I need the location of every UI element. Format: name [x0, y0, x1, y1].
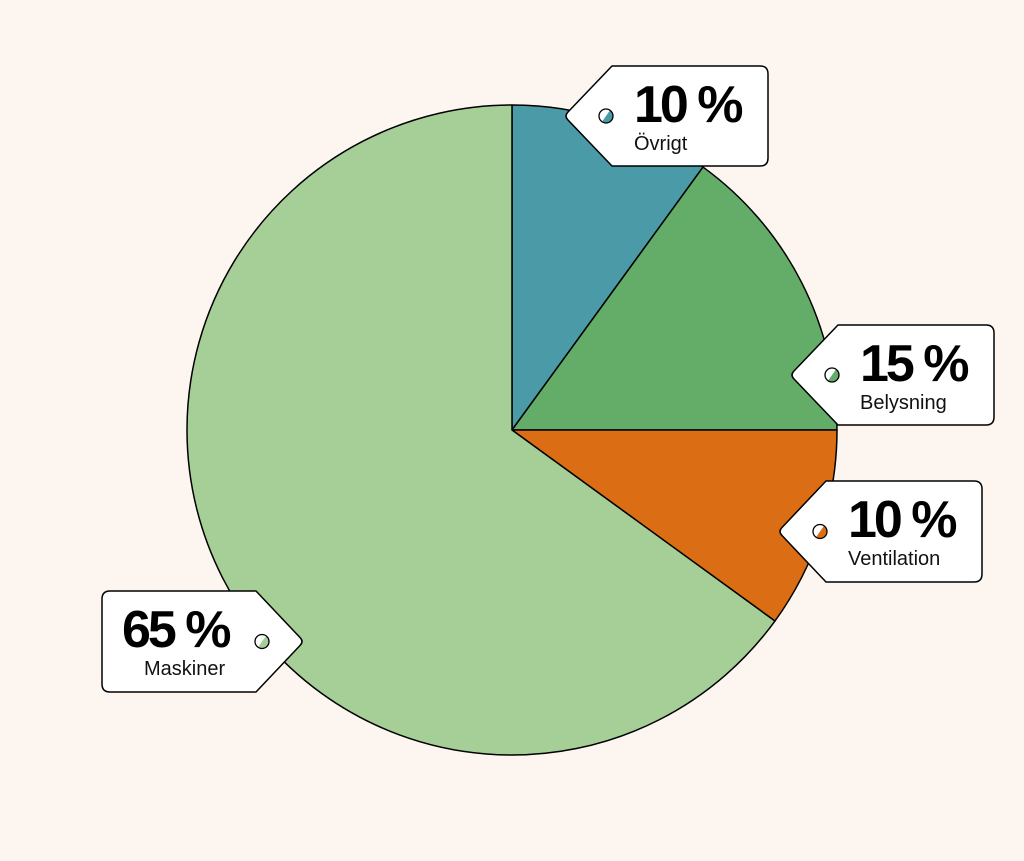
tag-label-ventilation: Ventilation [848, 548, 940, 570]
tag-label-ovrigt: Övrigt [634, 133, 688, 155]
tag-value-belysning: 15 % [860, 335, 968, 393]
pie-slices [186, 104, 838, 756]
tag-ventilation: 10 %Ventilation [779, 480, 983, 583]
tag-value-ovrigt: 10 % [634, 76, 742, 134]
tag-body [791, 324, 995, 426]
tag-label-belysning: Belysning [860, 392, 947, 414]
tag-value-maskiner: 65 % [122, 601, 230, 659]
tag-hole-ring [598, 108, 614, 124]
tag-value-ventilation: 10 % [848, 491, 956, 549]
tag-body [101, 590, 303, 693]
tag-maskiner: 65 %Maskiner [101, 590, 303, 693]
tag-hole-ring [812, 523, 828, 540]
tag-label-maskiner: Maskiner [144, 658, 225, 680]
tag-hole-ring [824, 367, 840, 383]
tag-body [779, 480, 983, 583]
pie-slice-maskiner [186, 104, 776, 756]
tag-hole-ring [254, 633, 270, 650]
tag-body [565, 65, 769, 167]
tag-belysning: 15 %Belysning [791, 324, 995, 426]
tag-ovrigt: 10 %Övrigt [565, 65, 769, 167]
